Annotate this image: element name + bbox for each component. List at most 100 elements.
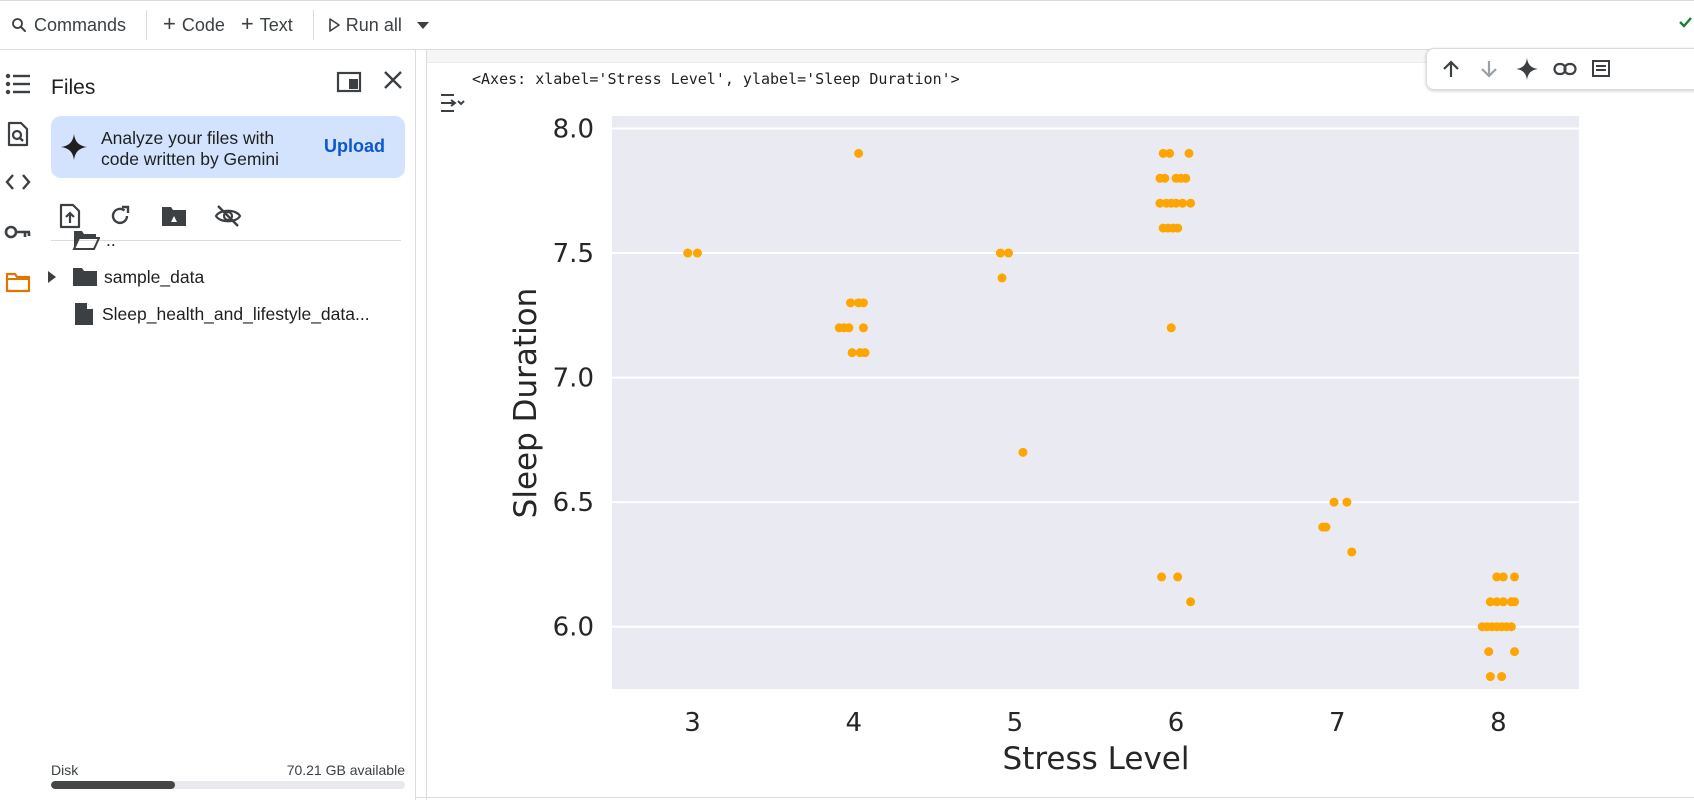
table-of-contents-icon[interactable] [4, 70, 32, 98]
run-all-label: Run all [345, 14, 402, 35]
data-point [846, 298, 856, 308]
data-point [1165, 148, 1175, 158]
mount-drive-button[interactable] [158, 200, 190, 232]
disk-usage-bar [51, 781, 405, 789]
plus-icon: + [240, 11, 254, 36]
tree-item-sample-data[interactable]: sample_data [46, 260, 204, 294]
arrow-up-icon [1443, 60, 1459, 77]
cell-toolbar [1426, 48, 1694, 90]
data-point [847, 348, 857, 358]
data-point [1497, 672, 1507, 682]
upload-button[interactable]: Upload [324, 136, 385, 156]
upload-file-button[interactable] [54, 200, 86, 232]
toggle-hidden-files-button[interactable] [212, 200, 244, 232]
add-code-button[interactable]: + Code [155, 9, 233, 41]
chevron-right-icon[interactable] [46, 270, 58, 284]
gemini-cell-button[interactable] [1513, 55, 1541, 83]
data-point [1510, 647, 1520, 657]
data-point [1492, 572, 1502, 582]
check-icon [1679, 17, 1692, 28]
data-point [1158, 148, 1168, 158]
tree-item-label: sample_data [104, 266, 205, 287]
data-point [692, 248, 702, 258]
plus-icon: + [163, 11, 176, 36]
data-point [1171, 198, 1181, 208]
x-tick-label: 3 [684, 708, 701, 738]
comment-cell-button[interactable] [1587, 55, 1615, 83]
data-point [1155, 198, 1165, 208]
plot-background [612, 116, 1579, 689]
data-point [1018, 447, 1028, 457]
x-tick-label: 6 [1168, 708, 1185, 738]
search-icon [12, 18, 26, 32]
data-point [1186, 198, 1196, 208]
data-point [860, 348, 870, 358]
data-point [1484, 647, 1494, 657]
output-actions-icon [441, 94, 465, 112]
data-point [1342, 497, 1352, 507]
code-snippets-icon[interactable] [4, 168, 32, 196]
files-folder-icon[interactable] [4, 268, 32, 296]
data-point [997, 273, 1007, 283]
code-cell-strip [427, 50, 1694, 63]
link-icon [1553, 62, 1577, 76]
secrets-key-icon[interactable] [4, 218, 32, 246]
tree-item-sleep-health-file[interactable]: Sleep_health_and_lifestyle_data... [74, 297, 370, 331]
x-tick-label: 5 [1007, 708, 1024, 738]
data-point [1186, 597, 1196, 607]
upload-file-icon [59, 203, 81, 229]
x-axis-label: Stress Level [1003, 741, 1190, 777]
code-label: Code [181, 14, 225, 35]
text-label: Text [259, 14, 293, 35]
run-options-dropdown[interactable] [410, 9, 436, 41]
open-folder-icon [72, 231, 100, 250]
move-cell-up-button[interactable] [1437, 55, 1465, 83]
run-all-button[interactable]: Run all [320, 9, 410, 41]
notebook-toolbar: Commands + Code + Text Run all [0, 0, 1694, 50]
x-tick-labels: 3 4 5 6 7 8 [684, 708, 1506, 738]
disk-label: Disk [51, 762, 79, 778]
data-point [1485, 597, 1495, 607]
disk-available: 70.21 GB available [286, 762, 405, 778]
refresh-button[interactable] [104, 200, 136, 232]
notebook-area [416, 50, 1694, 800]
data-point [1321, 522, 1331, 532]
tree-item-parent[interactable]: .. [72, 223, 116, 257]
data-point [1184, 148, 1194, 158]
output-actions-button[interactable] [440, 92, 466, 119]
gemini-sparkle-icon [1516, 58, 1538, 80]
data-point [1510, 572, 1520, 582]
side-rail [0, 50, 36, 800]
data-point [1347, 547, 1357, 557]
play-icon [328, 18, 340, 32]
caret-down-icon [416, 22, 429, 29]
file-icon [75, 303, 93, 325]
move-cell-down-button[interactable] [1475, 55, 1503, 83]
close-panel-button[interactable] [382, 69, 404, 96]
find-replace-icon[interactable] [4, 120, 32, 148]
grid-lines [612, 127, 1579, 628]
data-point [858, 323, 868, 333]
data-point [858, 298, 868, 308]
data-point [995, 248, 1005, 258]
x-tick-label: 8 [1490, 708, 1507, 738]
arrow-down-icon [1481, 61, 1497, 78]
data-point [854, 148, 864, 158]
x-tick-label: 4 [845, 708, 862, 738]
commands-button[interactable]: Commands [2, 9, 134, 41]
y-axis-label: Sleep Duration [508, 288, 544, 519]
y-tick-label: 6.0 [553, 613, 594, 643]
y-tick-label: 7.0 [553, 364, 594, 394]
data-point [1157, 572, 1167, 582]
data-point [844, 323, 854, 333]
data-point [1178, 198, 1188, 208]
link-to-cell-button[interactable] [1551, 55, 1579, 83]
comment-icon [1592, 60, 1610, 77]
data-point [1160, 173, 1170, 183]
add-text-button[interactable]: + Text [233, 9, 301, 41]
data-point [1492, 597, 1502, 607]
output-axes-repr: <Axes: xlabel='Stress Level', ylabel='Sl… [472, 70, 960, 88]
open-in-tab-button[interactable] [336, 71, 362, 98]
toolbar-divider [312, 10, 314, 40]
